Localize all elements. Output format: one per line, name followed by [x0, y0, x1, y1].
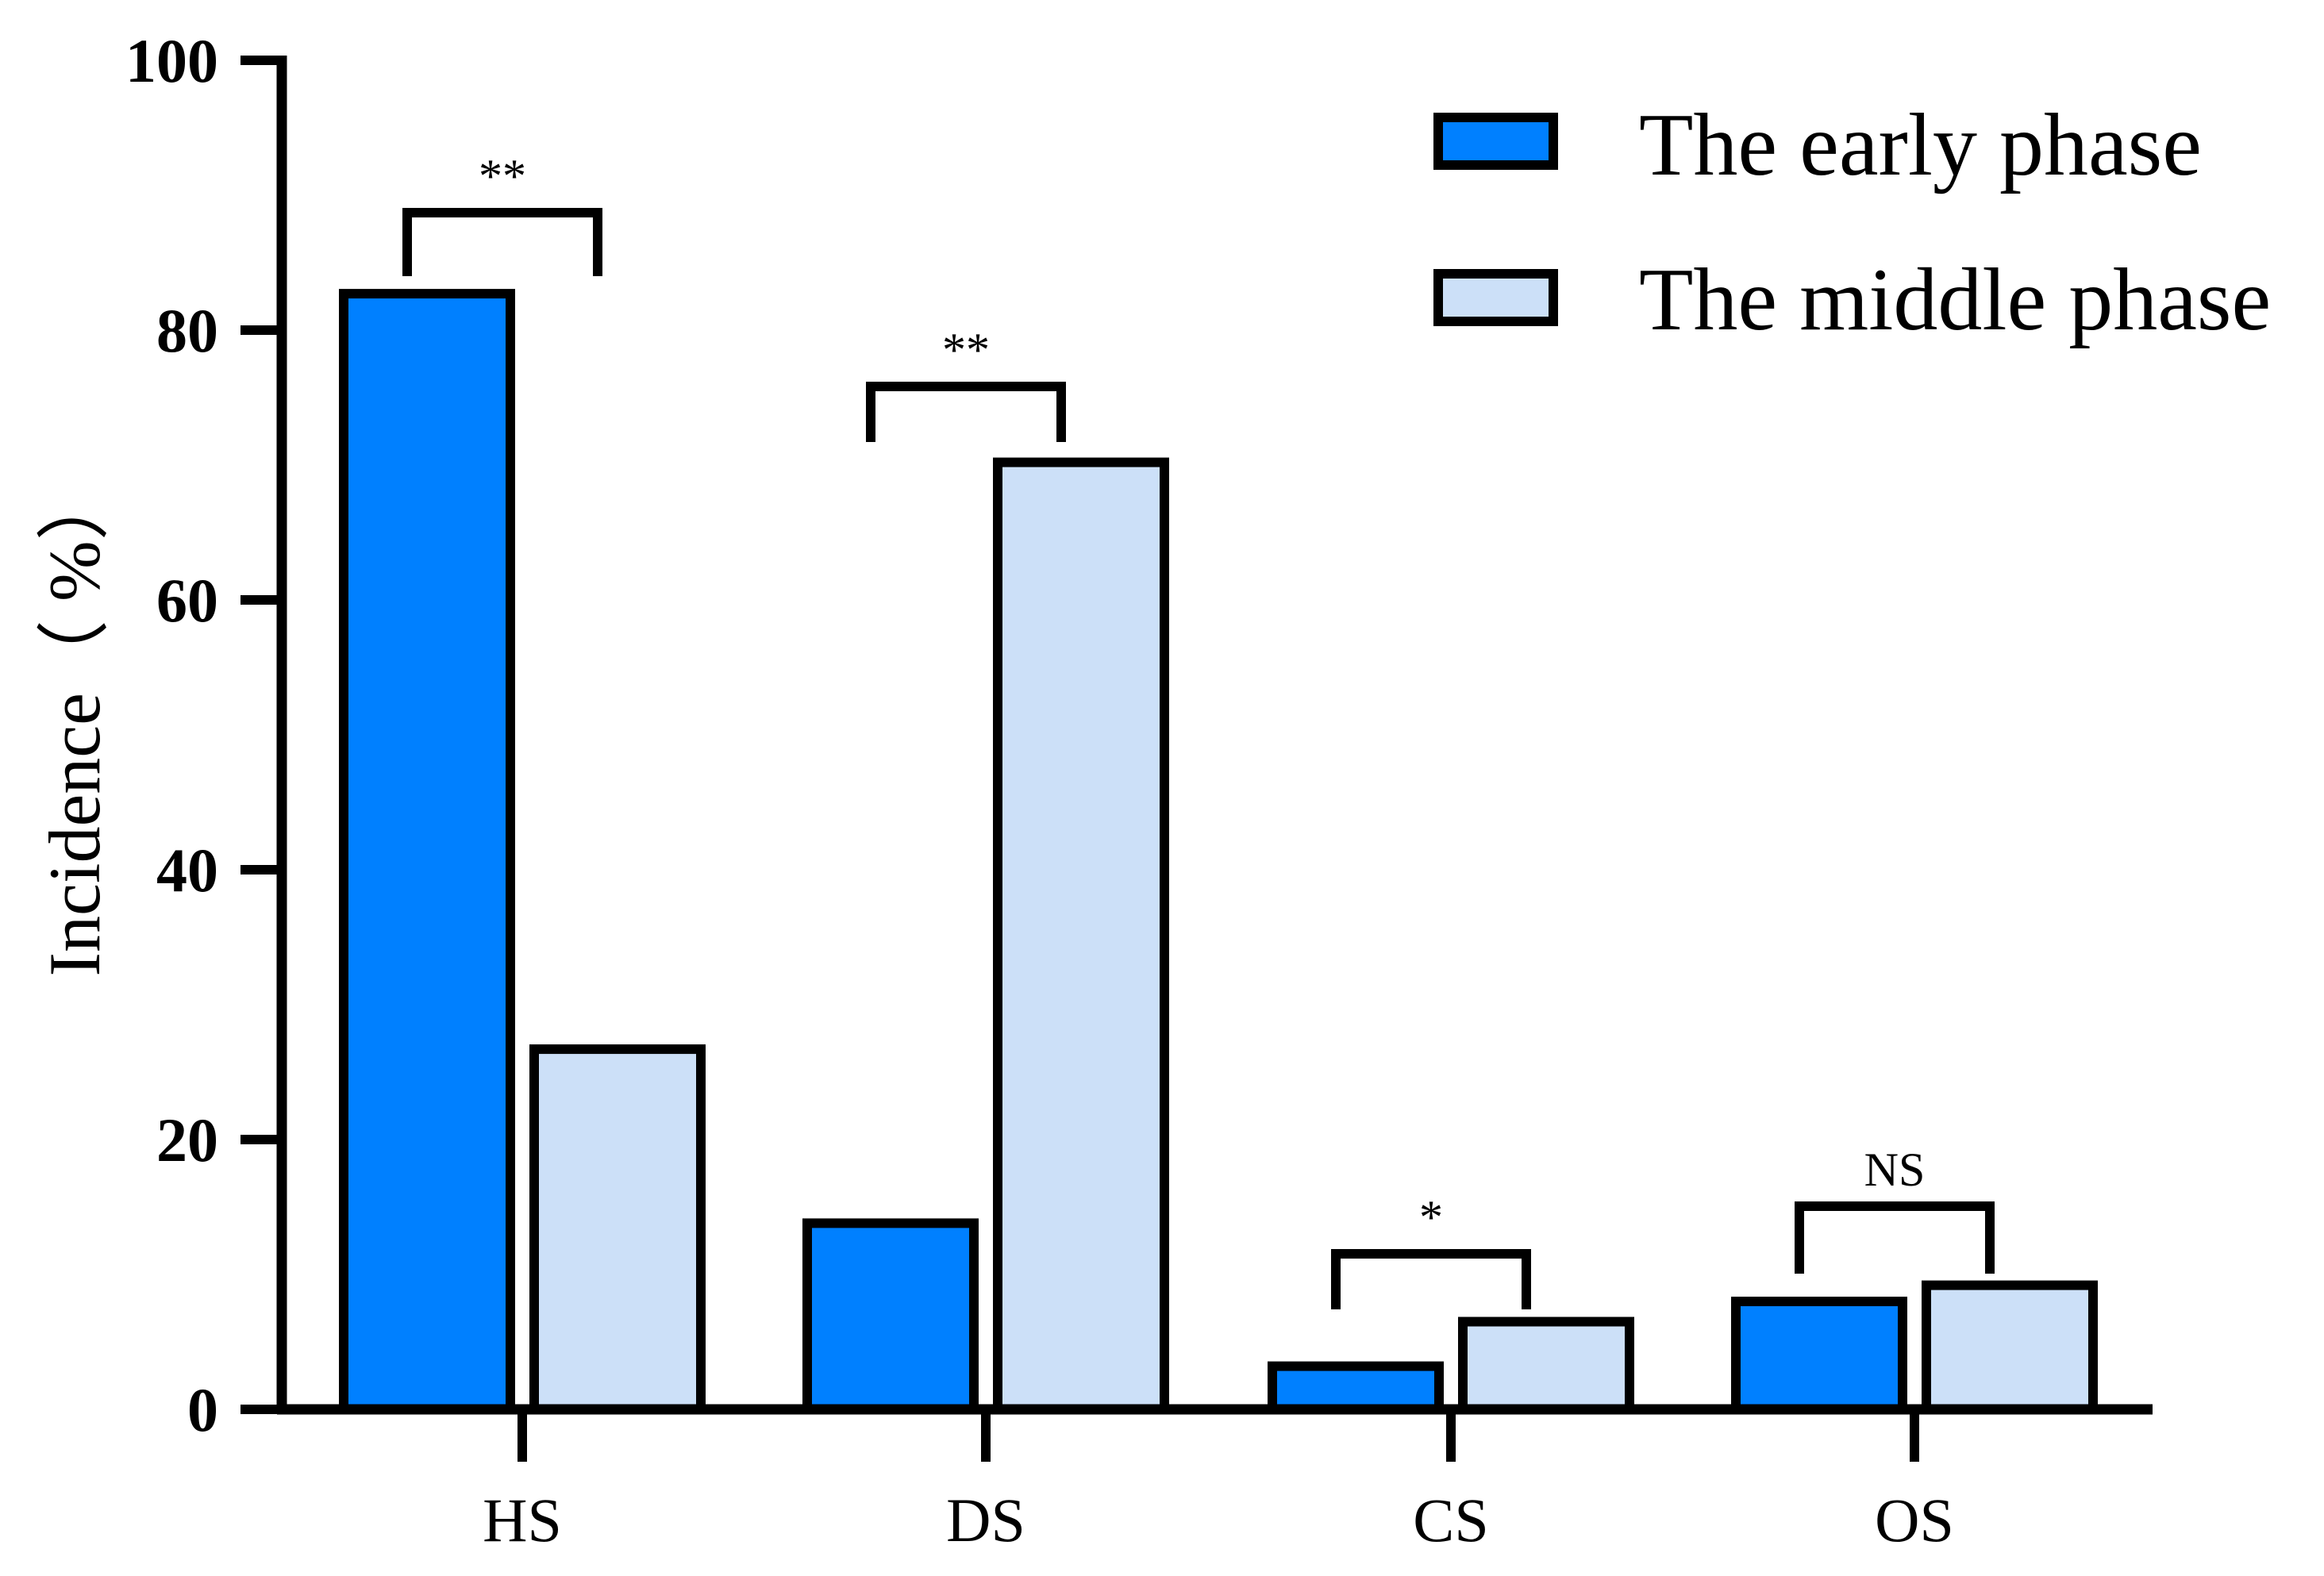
significance-label-hs: **: [479, 150, 526, 202]
bar-hs-the-middle-phase: [529, 1044, 706, 1414]
bar-ds-the-middle-phase: [993, 457, 1169, 1414]
legend: The early phase The middle phase: [1433, 96, 2271, 349]
significance-brackets: *****NS: [402, 150, 1995, 1309]
y-axis-title: Incidence（ %）: [34, 467, 115, 976]
significance-bracket-cs: [1331, 1249, 1531, 1309]
x-tick-label-ds: DS: [946, 1486, 1025, 1555]
bar-hs-the-early-phase: [339, 289, 515, 1415]
x-tick-label-cs: CS: [1413, 1486, 1488, 1555]
legend-label-middle: The middle phase: [1639, 251, 2271, 349]
y-tick-label-20: 20: [156, 1105, 218, 1174]
significance-bracket-os: [1795, 1201, 1995, 1274]
x-ticks: HS DS CS OS: [483, 1409, 1954, 1555]
y-tick-label-40: 40: [156, 836, 218, 905]
bar-os-the-early-phase: [1731, 1297, 1907, 1414]
significance-label-ds: **: [942, 324, 990, 376]
y-tick-label-80: 80: [156, 296, 218, 365]
bar-ds-the-early-phase: [802, 1218, 979, 1415]
bar-cs-the-middle-phase: [1458, 1317, 1634, 1414]
legend-swatch-middle: [1433, 269, 1558, 326]
legend-swatch-early: [1433, 113, 1558, 170]
bar-os-the-middle-phase: [1922, 1280, 2098, 1414]
axes: [276, 56, 2153, 1415]
x-tick-label-os: OS: [1875, 1486, 1954, 1555]
significance-label-cs: *: [1419, 1191, 1443, 1244]
significance-label-os: NS: [1864, 1144, 1926, 1196]
x-tick-label-hs: HS: [483, 1486, 562, 1555]
y-tick-label-100: 100: [125, 26, 218, 95]
legend-label-early: The early phase: [1639, 96, 2202, 194]
bar-cs-the-early-phase: [1268, 1361, 1444, 1414]
y-ticks: 0 20 40 60 80 100: [125, 26, 282, 1444]
bars-group: [339, 289, 2098, 1415]
significance-bracket-hs: [402, 208, 602, 276]
y-tick-label-0: 0: [187, 1375, 218, 1444]
y-tick-label-60: 60: [156, 566, 218, 635]
significance-bracket-ds: [866, 382, 1066, 442]
